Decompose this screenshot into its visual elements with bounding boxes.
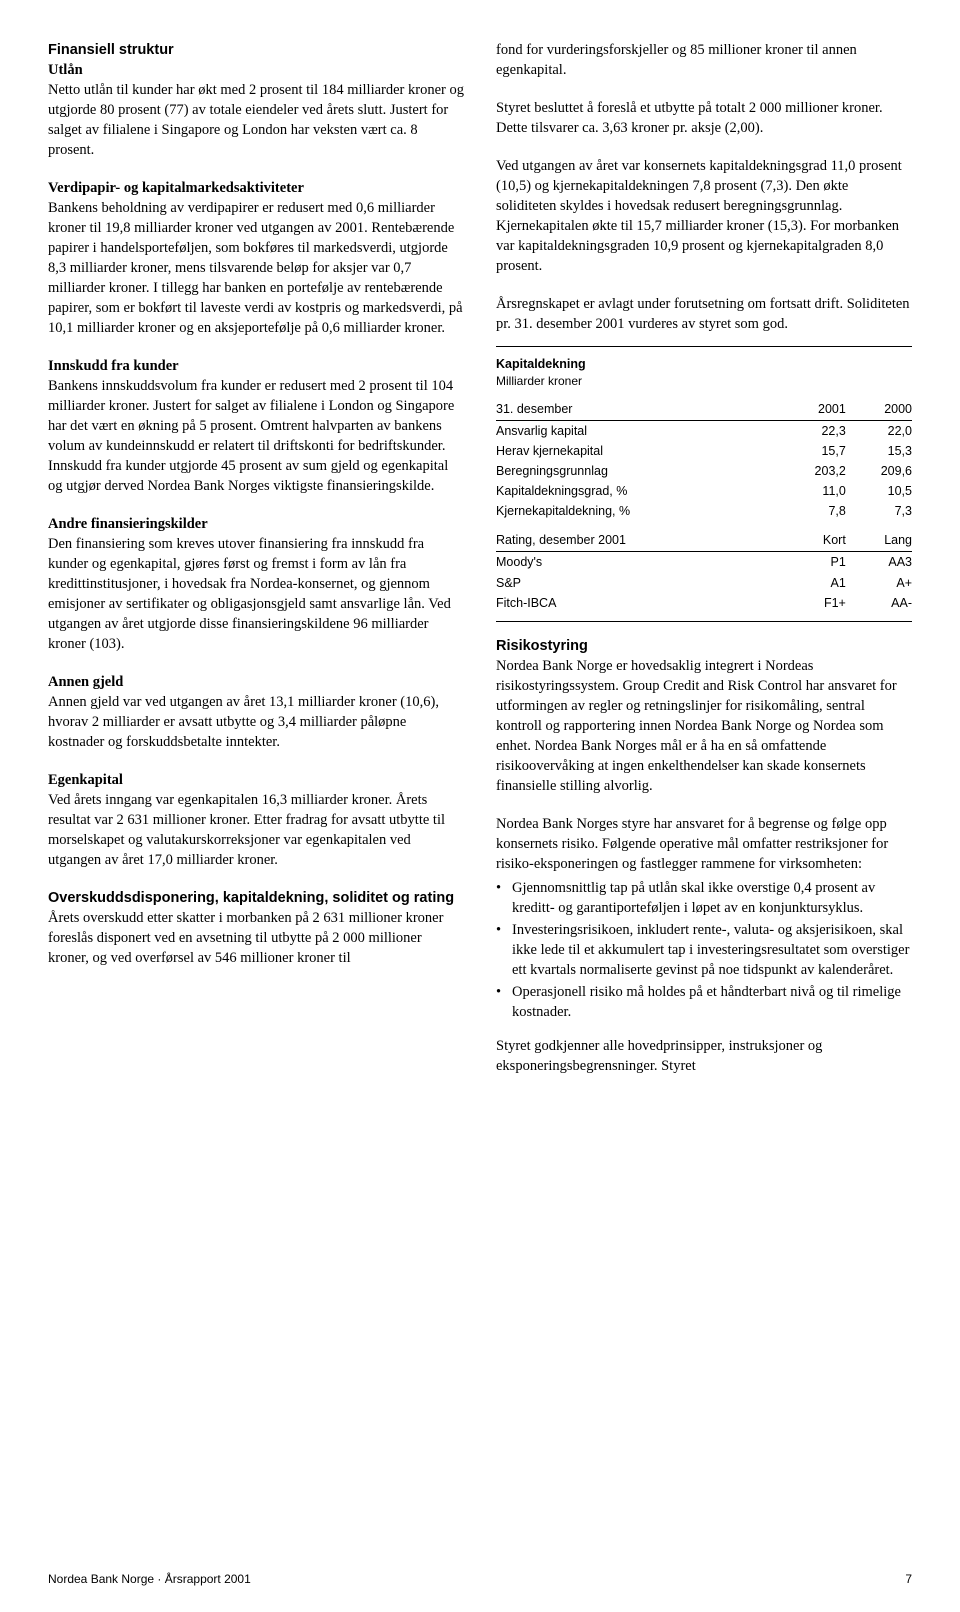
paragraph-annen-gjeld: Annen gjeld var ved utgangen av året 13,… [48,692,464,752]
table-row: Kapitaldekningsgrad, %11,010,5 [496,481,912,501]
right-column: fond for vurderingsforskjeller og 85 mil… [496,40,912,1076]
table-header-cell: Rating, desember 2001 [496,521,780,552]
list-item: Investeringsrisikoen, inkludert rente-, … [496,920,912,980]
paragraph-styret-godkjenner: Styret godkjenner alle hovedprinsipper, … [496,1036,912,1076]
section-heading-finansiell-struktur: Finansiell struktur [48,40,464,60]
paragraph-risikostyring-2: Nordea Bank Norges styre har ansvaret fo… [496,814,912,874]
table-row: Herav kjernekapital15,715,3 [496,441,912,461]
page-footer: Nordea Bank Norge · Årsrapport 2001 7 [48,1571,912,1588]
kapitaldekning-table: 31. desember 2001 2000 Ansvarlig kapital… [496,399,912,613]
table-header-cell: 31. desember [496,399,780,421]
table-row: S&PA1A+ [496,573,912,593]
paragraph-verdipapir: Bankens beholdning av verdipapirer er re… [48,198,464,338]
subheading-egenkapital: Egenkapital [48,770,464,790]
paragraph-arsregnskap: Årsregnskapet er avlagt under forutsetni… [496,294,912,334]
bullet-list: Gjennomsnittlig tap på utlån skal ikke o… [496,878,912,1022]
table-header-row: Rating, desember 2001 Kort Lang [496,521,912,552]
table-row: Beregningsgrunnlag203,2209,6 [496,461,912,481]
table-header-cell: Kort [780,521,846,552]
list-item: Operasjonell risiko må holdes på et hånd… [496,982,912,1022]
table-header-row: 31. desember 2001 2000 [496,399,912,421]
subheading-utlan: Utlån [48,60,464,80]
subheading-innskudd: Innskudd fra kunder [48,356,464,376]
paragraph-andre-finansiering: Den finansiering som kreves utover finan… [48,534,464,654]
paragraph-fond: fond for vurderingsforskjeller og 85 mil… [496,40,912,80]
left-column: Finansiell struktur Utlån Netto utlån ti… [48,40,464,1076]
paragraph-innskudd: Bankens innskuddsvolum fra kunder er red… [48,376,464,496]
table-subtitle: Milliarder kroner [496,373,912,390]
section-heading-risikostyring: Risikostyring [496,636,912,656]
page-number: 7 [905,1571,912,1588]
paragraph-egenkapital: Ved årets inngang var egenkapitalen 16,3… [48,790,464,870]
table-header-cell: 2001 [780,399,846,421]
table-row: Moody'sP1AA3 [496,552,912,573]
paragraph-utlan: Netto utlån til kunder har økt med 2 pro… [48,80,464,160]
two-column-layout: Finansiell struktur Utlån Netto utlån ti… [48,40,912,1076]
table-row: Ansvarlig kapital22,322,0 [496,420,912,441]
footer-text: Nordea Bank Norge · Årsrapport 2001 [48,1571,251,1588]
subheading-annen-gjeld: Annen gjeld [48,672,464,692]
subheading-andre-finansiering: Andre finansieringskilder [48,514,464,534]
paragraph-kapitaldekningsgrad: Ved utgangen av året var konsernets kapi… [496,156,912,276]
table-row: Kjernekapitaldekning, %7,87,3 [496,501,912,521]
paragraph-risikostyring-1: Nordea Bank Norge er hovedsaklig integre… [496,656,912,796]
table-row: Fitch-IBCAF1+AA- [496,593,912,613]
table-header-cell: Lang [846,521,912,552]
table-title: Kapitaldekning [496,355,912,373]
section-heading-overskudd: Overskuddsdisponering, kapitaldekning, s… [48,888,464,908]
paragraph-styret-utbytte: Styret besluttet å foreslå et utbytte på… [496,98,912,138]
list-item: Gjennomsnittlig tap på utlån skal ikke o… [496,878,912,918]
paragraph-overskudd: Årets overskudd etter skatter i morbanke… [48,908,464,968]
subheading-verdipapir: Verdipapir- og kapitalmarkedsaktiviteter [48,178,464,198]
table-header-cell: 2000 [846,399,912,421]
kapitaldekning-table-box: Kapitaldekning Milliarder kroner 31. des… [496,346,912,622]
